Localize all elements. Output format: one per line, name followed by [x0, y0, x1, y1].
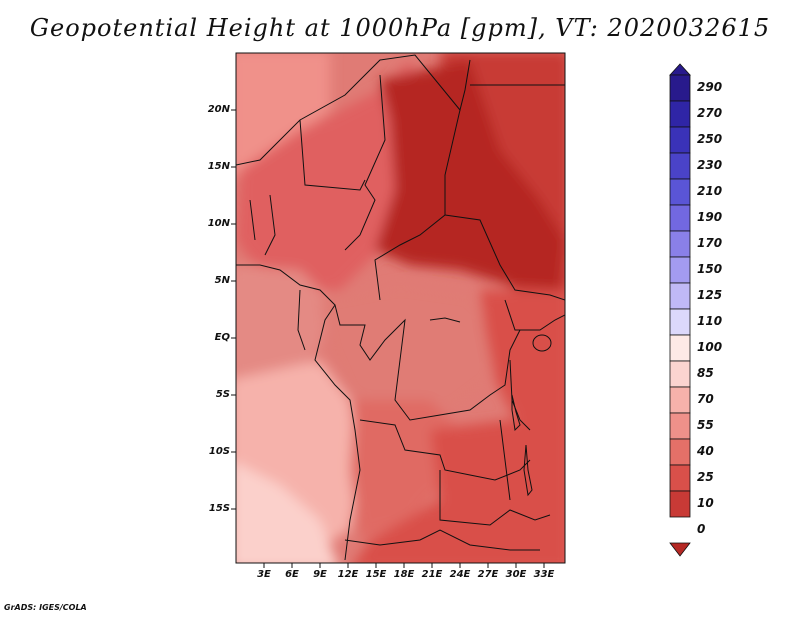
lon-label: 27E [477, 569, 499, 580]
colorbar [669, 63, 691, 557]
colorbar-label: 110 [697, 314, 723, 328]
lon-label: 24E [449, 569, 471, 580]
region-congo-basin [320, 285, 500, 410]
colorbar-label: 55 [697, 418, 714, 432]
colorbar-label: 25 [697, 470, 714, 484]
lat-label: EQ [214, 332, 230, 343]
lon-label: 30E [505, 569, 527, 580]
region-north-atlantic-coast [236, 53, 330, 175]
colorbar-label: 170 [697, 236, 723, 250]
colorbar-min-triangle [669, 542, 691, 557]
colorbar-label: 250 [697, 132, 723, 146]
lat-label: 15S [208, 503, 230, 514]
colorbar-swatch [669, 464, 691, 492]
colorbar-label: 0 [697, 522, 706, 536]
lon-label: 12E [337, 569, 359, 580]
colorbar-swatch [669, 74, 691, 102]
colorbar-label: 270 [697, 106, 723, 120]
colorbar-swatch [669, 360, 691, 388]
country-borders [236, 54, 565, 561]
lon-label: 33E [533, 569, 555, 580]
lon-label: 3E [257, 569, 271, 580]
lon-label: 15E [365, 569, 387, 580]
lat-label: 10S [208, 446, 230, 457]
lon-label: 9E [313, 569, 327, 580]
lon-label: 18E [393, 569, 415, 580]
credit-text: GrADS: IGES/COLA [4, 603, 87, 612]
lat-label: 15N [207, 161, 230, 172]
colorbar-label: 70 [697, 392, 714, 406]
colorbar-swatch [669, 256, 691, 284]
colorbar-label: 150 [697, 262, 723, 276]
colorbar-label: 10 [697, 496, 714, 510]
colorbar-swatch [669, 230, 691, 258]
shaded-field [236, 53, 565, 563]
colorbar-label: 40 [697, 444, 714, 458]
lakes [429, 317, 552, 497]
lat-label: 10N [207, 218, 230, 229]
colorbar-label: 85 [697, 366, 714, 380]
colorbar-swatch [669, 178, 691, 206]
colorbar-swatch [669, 100, 691, 128]
colorbar-label: 210 [697, 184, 723, 198]
lat-label: 20N [207, 104, 230, 115]
colorbar-swatch [669, 386, 691, 414]
colorbar-max-triangle [669, 63, 691, 76]
colorbar-label: 290 [697, 80, 723, 94]
colorbar-label: 230 [697, 158, 723, 172]
lon-tick-marks [263, 563, 545, 568]
lat-label: 5S [215, 389, 230, 400]
region-zambia-mozambique [354, 420, 565, 563]
lat-label: 5N [214, 275, 230, 286]
colorbar-swatch [669, 490, 691, 518]
colorbar-swatch [669, 282, 691, 310]
colorbar-swatch [669, 412, 691, 440]
colorbar-swatch [669, 152, 691, 180]
colorbar-swatch [669, 438, 691, 466]
map-frame [235, 52, 566, 564]
region-west-coast-gulf [236, 265, 330, 380]
region-southwest-corner [236, 463, 338, 563]
colorbar-swatch [669, 204, 691, 232]
colorbar-label: 190 [697, 210, 723, 224]
colorbar-swatch [669, 334, 691, 362]
lon-label: 21E [421, 569, 443, 580]
lat-tick-marks [231, 109, 236, 510]
colorbar-label: 125 [697, 288, 723, 302]
lon-label: 6E [285, 569, 299, 580]
colorbar-swatch [669, 126, 691, 154]
colorbar-label: 100 [697, 340, 723, 354]
map-title: Geopotential Height at 1000hPa [gpm], VT… [29, 14, 771, 42]
colorbar-swatch [669, 308, 691, 336]
